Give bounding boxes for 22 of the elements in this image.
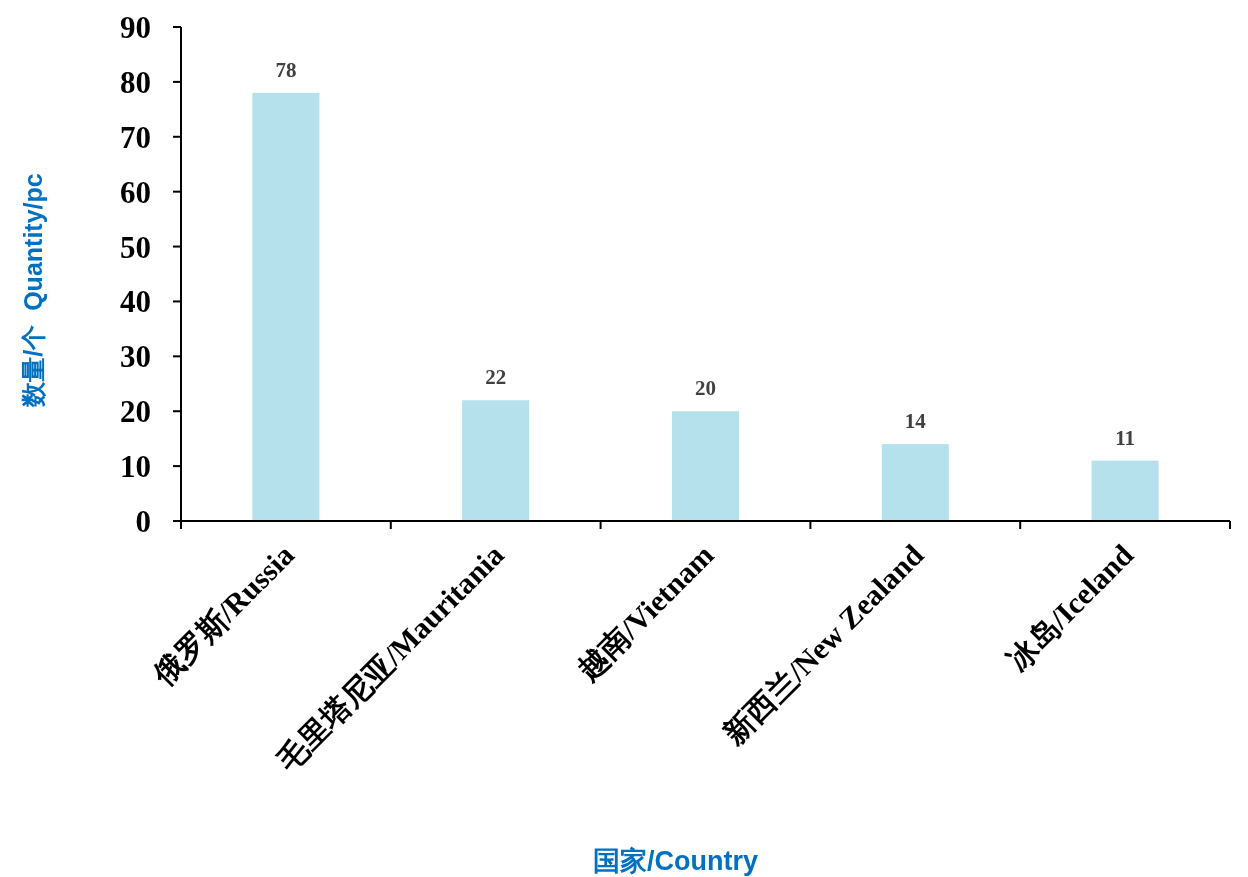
data-label: 22	[485, 365, 507, 390]
x-axis-title: 国家/Country	[593, 846, 758, 876]
y-axis-title: 数量/个 Quantity/pc	[19, 173, 47, 408]
bar	[672, 411, 739, 521]
bar	[1091, 460, 1159, 521]
bar	[252, 92, 320, 521]
y-tick-label: 30	[120, 339, 151, 375]
data-label: 14	[904, 409, 927, 434]
y-tick-label: 90	[120, 10, 151, 45]
y-tick-label: 0	[135, 504, 151, 539]
data-label: 11	[1115, 425, 1136, 450]
y-tick-label: 20	[120, 394, 151, 430]
bar	[881, 444, 949, 521]
y-tick-label: 60	[120, 174, 151, 210]
y-tick-label: 50	[120, 229, 151, 265]
data-label: 78	[275, 57, 297, 82]
bar	[462, 400, 530, 521]
data-label: 20	[695, 376, 716, 401]
y-tick-label: 40	[120, 284, 151, 320]
y-tick-label: 80	[120, 64, 151, 100]
y-tick-label: 70	[120, 119, 151, 155]
y-tick-label: 10	[120, 449, 151, 485]
